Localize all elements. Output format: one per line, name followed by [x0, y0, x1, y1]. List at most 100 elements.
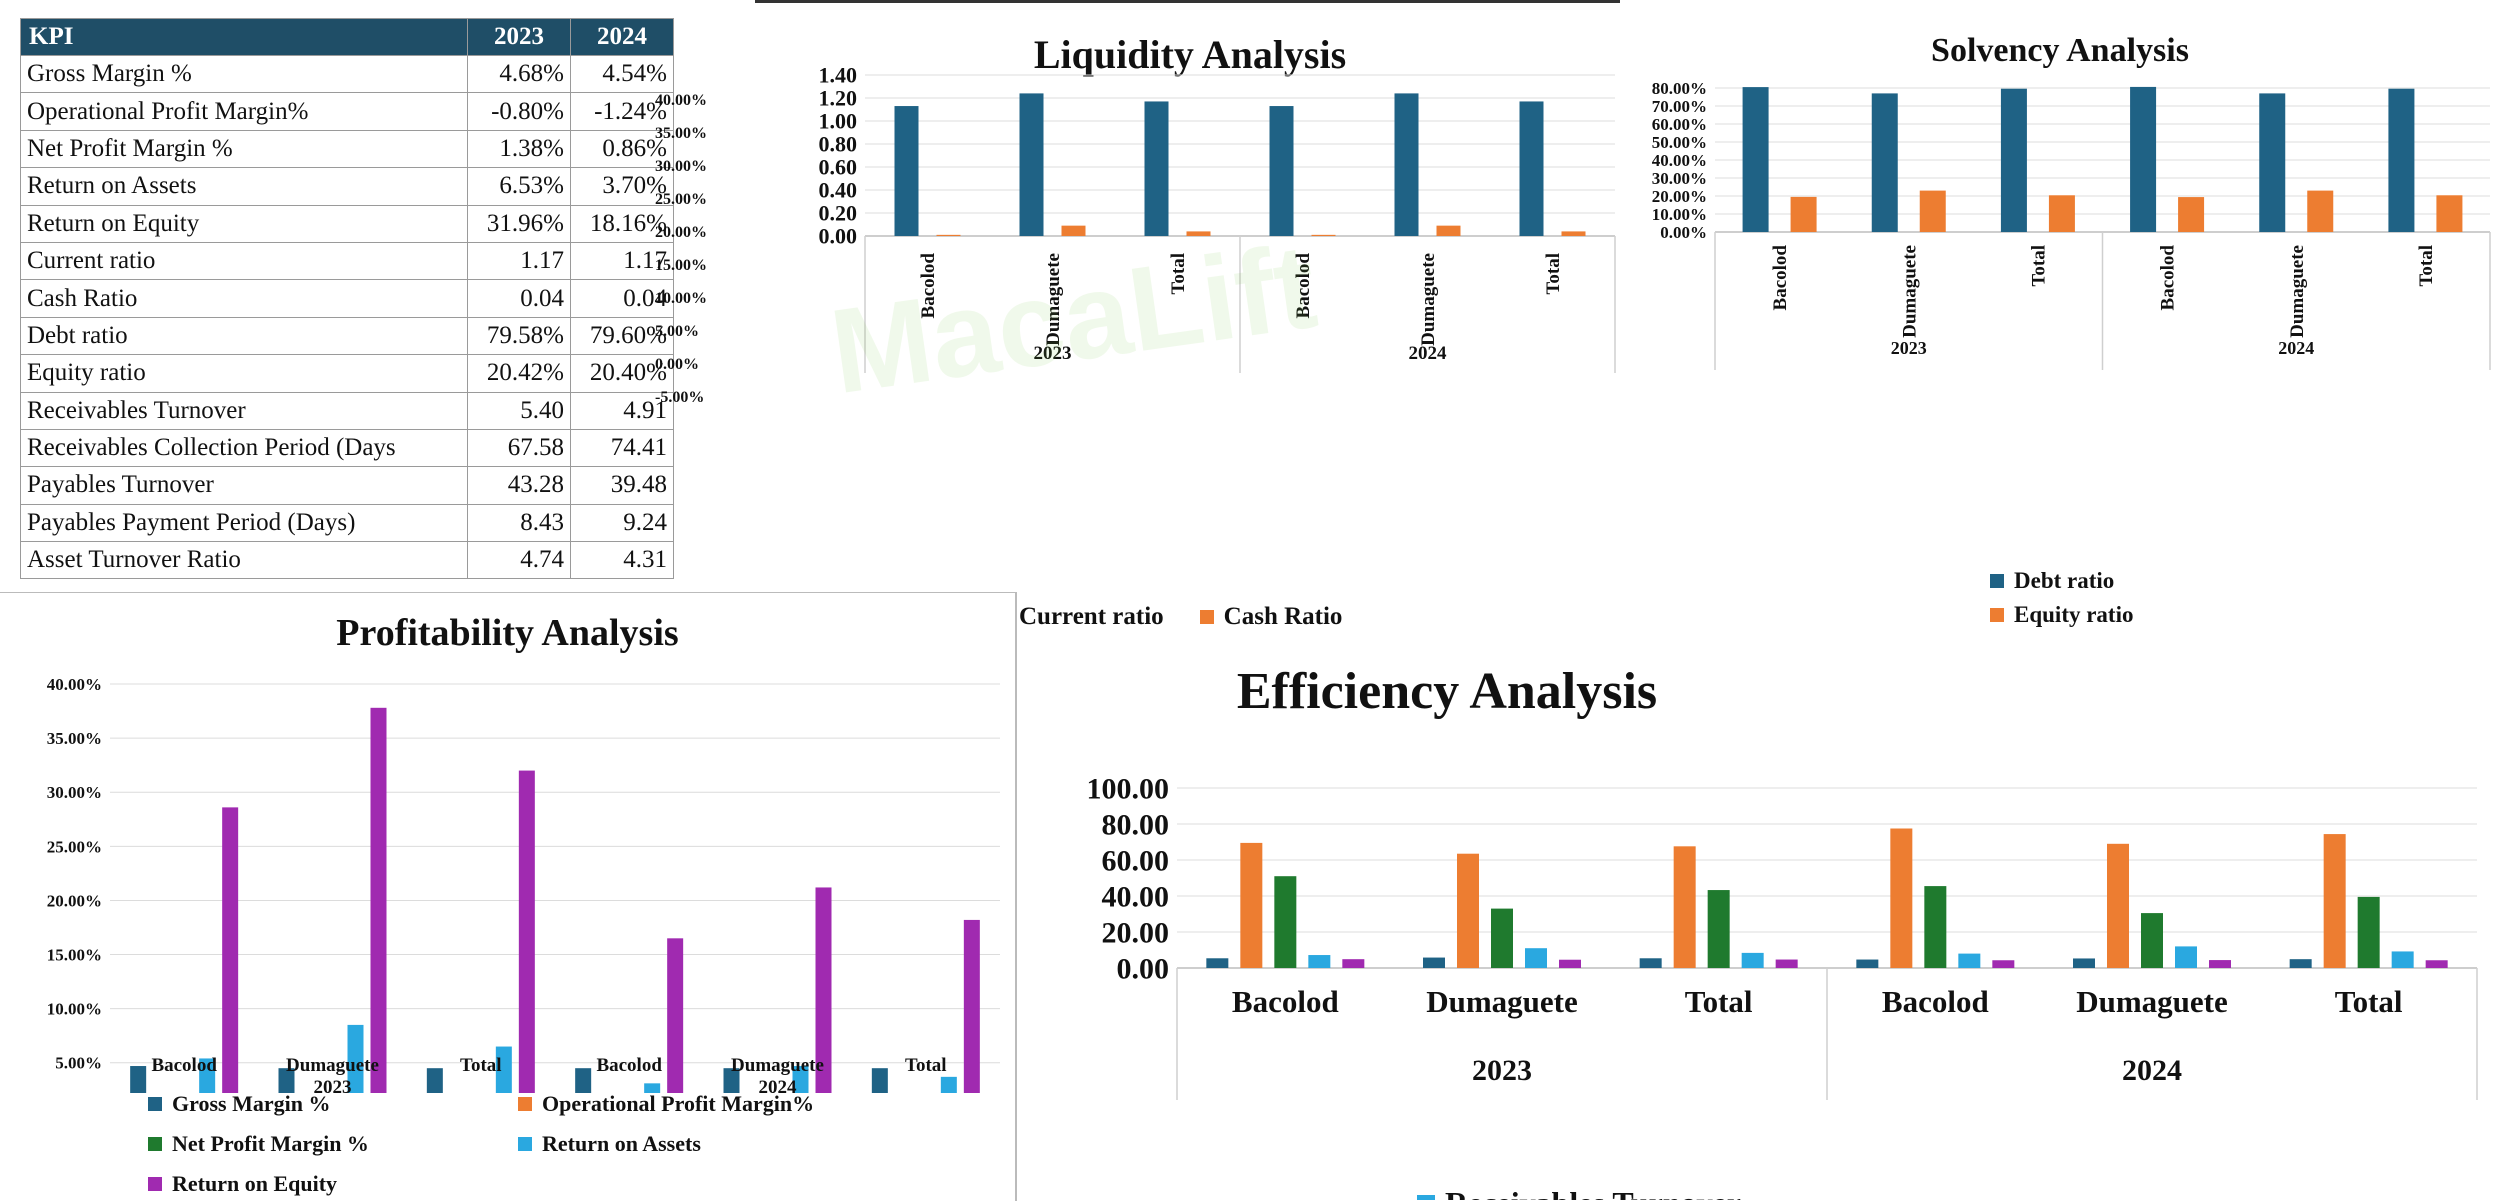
bar-prof-s0 — [871, 1068, 888, 1093]
legend-swatch — [518, 1137, 532, 1151]
bar-liq-s1 — [936, 234, 961, 236]
bar-sol-s0 — [2388, 88, 2415, 232]
y-tick-label: 10.00% — [47, 1000, 102, 1019]
liquidity-legend: Current ratio Cash Ratio — [995, 603, 1342, 631]
x-category-label: Bacolod — [596, 1055, 662, 1076]
side-axis-tick: 20.00% — [655, 224, 707, 241]
kpi-row: Gross Margin % 4.68% 4.54% — [20, 54, 674, 94]
legend-item-operational-profit-margin: Operational Profit Margin% — [518, 1091, 814, 1117]
kpi-row: Cash Ratio 0.04 0.04 — [20, 279, 674, 318]
y-tick-label: 10.00% — [1652, 205, 1707, 224]
kpi-value-2024: 39.48 — [570, 466, 674, 505]
side-axis-tick: 15.00% — [655, 257, 707, 274]
bar-sol-s1 — [2307, 190, 2334, 232]
kpi-table-header: KPI 2023 2024 — [20, 18, 674, 56]
x-category-label: Bacolod — [1882, 984, 1989, 1019]
efficiency-legend: Receivables Turnover — [1417, 1185, 1741, 1200]
bar-eff-s0 — [2073, 958, 2095, 968]
x-category-label: Bacolod — [918, 253, 939, 319]
y-tick-label: 15.00% — [47, 946, 102, 965]
kpi-name: Gross Margin % — [20, 54, 468, 94]
y-tick-label: 40.00 — [1102, 881, 1170, 914]
bar-sol-s1 — [2178, 197, 2205, 232]
bar-eff-s3 — [2391, 951, 2414, 968]
kpi-name: Return on Assets — [20, 167, 468, 206]
bar-eff-s3 — [1308, 955, 1331, 968]
bar-eff-s4 — [2209, 960, 2231, 968]
legend-item-receivables-turnover: Receivables Turnover — [1417, 1185, 1741, 1200]
y-tick-label: 0.00 — [819, 224, 858, 249]
kpi-name: Net Profit Margin % — [20, 129, 468, 169]
legend-swatch — [518, 1097, 532, 1111]
bar-prof-s4 — [815, 887, 832, 1093]
kpi-value-2023: 1.17 — [467, 241, 571, 281]
x-group-label: 2024 — [2122, 1054, 2182, 1087]
kpi-name: Equity ratio — [20, 354, 468, 393]
bar-eff-s0 — [2289, 959, 2312, 968]
bar-eff-s1 — [1890, 828, 1913, 968]
x-category-label: Dumaguete — [1418, 253, 1439, 346]
y-tick-label: 50.00% — [1652, 133, 1707, 152]
kpi-table-panel: KPI 2023 2024 Gross Margin % 4.68% 4.54% Op… — [0, 0, 760, 600]
side-axis-tick: 5.00% — [655, 323, 699, 340]
kpi-value-2023: -0.80% — [467, 92, 571, 131]
bar-eff-s2 — [1491, 908, 1513, 968]
kpi-value-2023: 20.42% — [467, 354, 571, 393]
legend-item-net-profit-margin: Net Profit Margin % — [148, 1131, 518, 1157]
bar-eff-s2 — [2357, 896, 2380, 968]
kpi-row: Net Profit Margin % 1.38% 0.86% — [20, 129, 674, 169]
legend-swatch — [148, 1137, 162, 1151]
kpi-row: Receivables Collection Period (Days 67.58… — [20, 428, 674, 468]
y-tick-label: 20.00 — [1102, 917, 1170, 950]
legend-item-return-on-equity: Return on Equity — [148, 1171, 337, 1197]
y-tick-label: 0.00 — [1117, 953, 1170, 986]
x-group-label: 2024 — [759, 1077, 798, 1093]
profitability-legend: Gross Margin % Operational Profit Margin… — [148, 1091, 988, 1197]
legend-label: Gross Margin % — [172, 1091, 331, 1116]
y-tick-label: 0.20 — [819, 201, 858, 226]
kpi-value-2023: 79.58% — [467, 316, 571, 356]
y-tick-label: 20.00% — [47, 891, 102, 910]
bar-prof-s3 — [199, 1058, 216, 1093]
y-tick-label: 40.00% — [47, 675, 102, 694]
x-category-label: Bacolod — [2158, 245, 2179, 311]
y-tick-label: 1.00 — [819, 109, 858, 134]
liquidity-chart: 0.000.200.400.600.801.001.201.40 Bacolod D… — [819, 63, 1616, 373]
legend-item-gross-margin: Gross Margin % — [148, 1091, 518, 1117]
kpi-row: Equity ratio 20.42% 20.40% — [20, 354, 674, 393]
y-tick-label: 5.00% — [55, 1054, 102, 1073]
efficiency-title: Efficiency Analysis — [1236, 663, 1658, 720]
bar-liq-s1 — [1436, 225, 1461, 236]
x-category-label: Bacolod — [1232, 984, 1339, 1019]
kpi-name: Payables Turnover — [20, 466, 468, 505]
bar-liq-s0 — [1519, 101, 1544, 236]
kpi-row: Debt ratio 79.58% 79.60% — [20, 316, 674, 356]
kpi-value-2023: 6.53% — [467, 167, 571, 206]
bar-sol-s0 — [1742, 87, 1769, 232]
bar-prof-s0 — [426, 1068, 443, 1093]
x-group-label: 2023 — [1034, 343, 1072, 364]
kpi-name: Receivables Turnover — [20, 391, 468, 430]
legend-item-return-on-assets: Return on Assets — [518, 1131, 701, 1157]
kpi-row: Return on Assets 6.53% 3.70% — [20, 167, 674, 206]
kpi-value-2024: 9.24 — [570, 503, 674, 543]
kpi-name: Asset Turnover Ratio — [20, 541, 468, 580]
kpi-value-2024: 1.17 — [570, 241, 674, 281]
kpi-value-2023: 43.28 — [467, 466, 571, 505]
kpi-value-2023: 67.58 — [467, 428, 571, 468]
bar-eff-s3 — [1958, 953, 1981, 968]
bar-eff-s3 — [1741, 952, 1764, 968]
legend-swatch — [148, 1097, 162, 1111]
y-tick-label: 30.00% — [47, 783, 102, 802]
kpi-value-2023: 4.74 — [467, 541, 571, 580]
bar-liq-s0 — [1269, 106, 1294, 236]
kpi-row: Asset Turnover Ratio 4.74 4.31 — [20, 541, 674, 580]
bar-eff-s1 — [2323, 834, 2346, 968]
kpi-row: Return on Equity 31.96% 18.16% — [20, 204, 674, 243]
bar-prof-s3 — [644, 1083, 661, 1093]
bar-liq-s0 — [1394, 93, 1419, 237]
kpi-value-2024: 4.91 — [570, 391, 674, 430]
side-axis-tick: 0.00% — [655, 356, 699, 373]
bar-eff-s0 — [1856, 959, 1879, 968]
kpi-value-2023: 5.40 — [467, 391, 571, 430]
